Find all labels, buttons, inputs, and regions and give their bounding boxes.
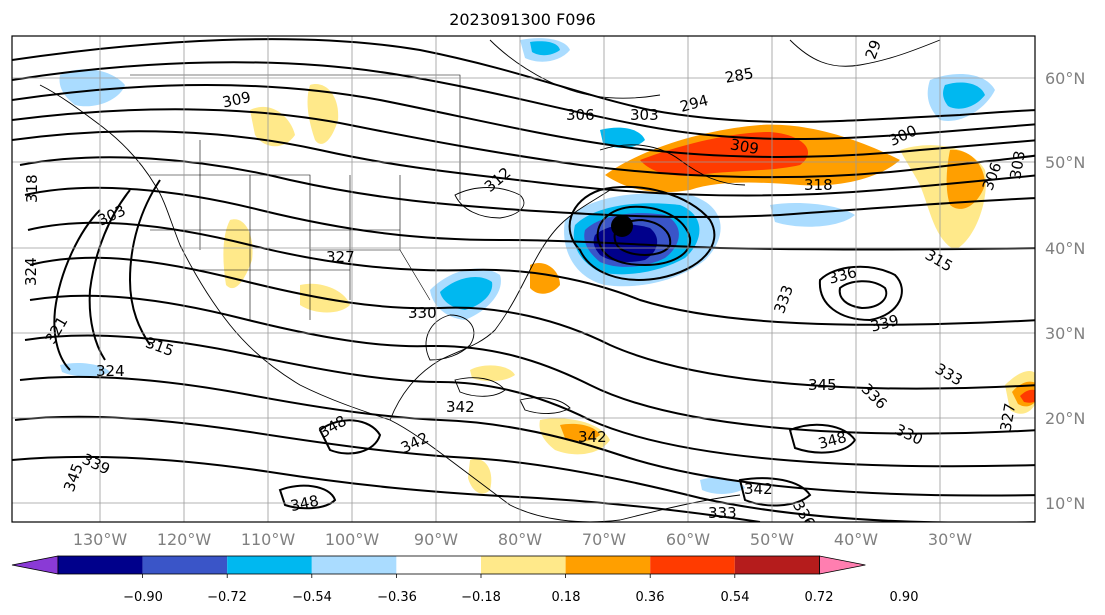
colorbar-tick-label: −0.72 — [207, 590, 247, 605]
contour-label: 29 — [862, 38, 885, 62]
colorbar-tick-label: −0.36 — [377, 590, 417, 605]
state-borders — [130, 74, 461, 320]
lat-label: 50°N — [1045, 153, 1085, 172]
lon-label: 50°W — [750, 530, 794, 549]
longitude-labels: 130°W 120°W 110°W 100°W 90°W 80°W 70°W 6… — [73, 530, 972, 549]
contour-label: 327 — [326, 248, 355, 266]
map-frame — [11, 35, 1036, 523]
lon-label: 40°W — [834, 530, 878, 549]
contour-label: 342 — [578, 428, 607, 446]
colorbar-segment — [565, 556, 651, 574]
contour-label: 345 — [808, 376, 837, 394]
contour-label: 327 — [997, 402, 1020, 433]
contour-label: 348 — [289, 492, 321, 516]
lon-label: 100°W — [325, 530, 380, 549]
graticule — [12, 36, 1035, 522]
low-center-marker — [611, 215, 633, 237]
contour-label: 342 — [744, 480, 773, 498]
lat-label: 60°N — [1045, 69, 1085, 88]
contour-label: 285 — [724, 64, 755, 87]
contour-label: 303 — [1006, 149, 1029, 180]
contour-label: 318 — [23, 174, 41, 203]
contour-label: 324 — [96, 362, 125, 380]
contour-label: 333 — [708, 504, 737, 522]
lon-label: 110°W — [241, 530, 296, 549]
contour-label: 306 — [566, 106, 595, 124]
lon-label: 30°W — [928, 530, 972, 549]
lat-label: 40°N — [1045, 239, 1085, 258]
colorbar-segment — [58, 556, 143, 574]
colorbar-ticks: −0.90 −0.72 −0.54 −0.36 −0.18 0.18 0.36 … — [123, 590, 918, 605]
colorbar-tick-label: 0.72 — [805, 590, 834, 605]
colorbar-segment — [142, 556, 228, 574]
colorbar-tick-label: 0.18 — [552, 590, 581, 605]
colorbar-tick-label: −0.90 — [123, 590, 163, 605]
lat-label: 30°N — [1045, 324, 1085, 343]
contour-label: 309 — [729, 135, 760, 158]
lat-label: 10°N — [1045, 494, 1085, 513]
latitude-labels: 60°N 50°N 40°N 30°N 20°N 10°N — [1045, 69, 1085, 513]
colorbar-outline — [57, 555, 820, 575]
colorbar-tick-label: 0.54 — [721, 590, 750, 605]
contour-lines — [12, 38, 1035, 522]
colorbar-tick-label: 0.90 — [890, 590, 919, 605]
colorbar-segment — [227, 556, 312, 574]
contour-label: 330 — [408, 304, 437, 322]
colorbar: −0.90 −0.72 −0.54 −0.36 −0.18 0.18 0.36 … — [11, 555, 918, 605]
colorbar-extension-high — [819, 555, 866, 575]
lon-label: 90°W — [414, 530, 458, 549]
map-title: 2023091300 F096 — [449, 10, 596, 29]
colorbar-extension-low — [11, 555, 59, 575]
contour-label: 324 — [22, 257, 40, 286]
contour-label: 303 — [630, 106, 659, 124]
colorbar-tick-label: −0.18 — [461, 590, 501, 605]
lon-label: 60°W — [666, 530, 710, 549]
colorbar-tick-label: 0.36 — [636, 590, 665, 605]
colorbar-tick-label: −0.54 — [292, 590, 332, 605]
contour-label: 342 — [446, 398, 475, 416]
colorbar-segment — [396, 556, 481, 574]
lon-label: 130°W — [73, 530, 128, 549]
contour-label: 318 — [804, 176, 833, 194]
colorbar-segment — [481, 556, 566, 574]
shaded-anomaly-fields — [59, 38, 1035, 494]
colorbar-segments — [11, 555, 866, 578]
contour-label: 309 — [221, 88, 253, 112]
lon-label: 70°W — [582, 530, 626, 549]
lon-label: 80°W — [498, 530, 542, 549]
colorbar-segment — [650, 556, 735, 574]
coastlines — [39, 39, 941, 522]
colorbar-segment — [734, 556, 820, 574]
lat-label: 20°N — [1045, 409, 1085, 428]
colorbar-segment — [311, 556, 397, 574]
lon-label: 120°W — [157, 530, 212, 549]
